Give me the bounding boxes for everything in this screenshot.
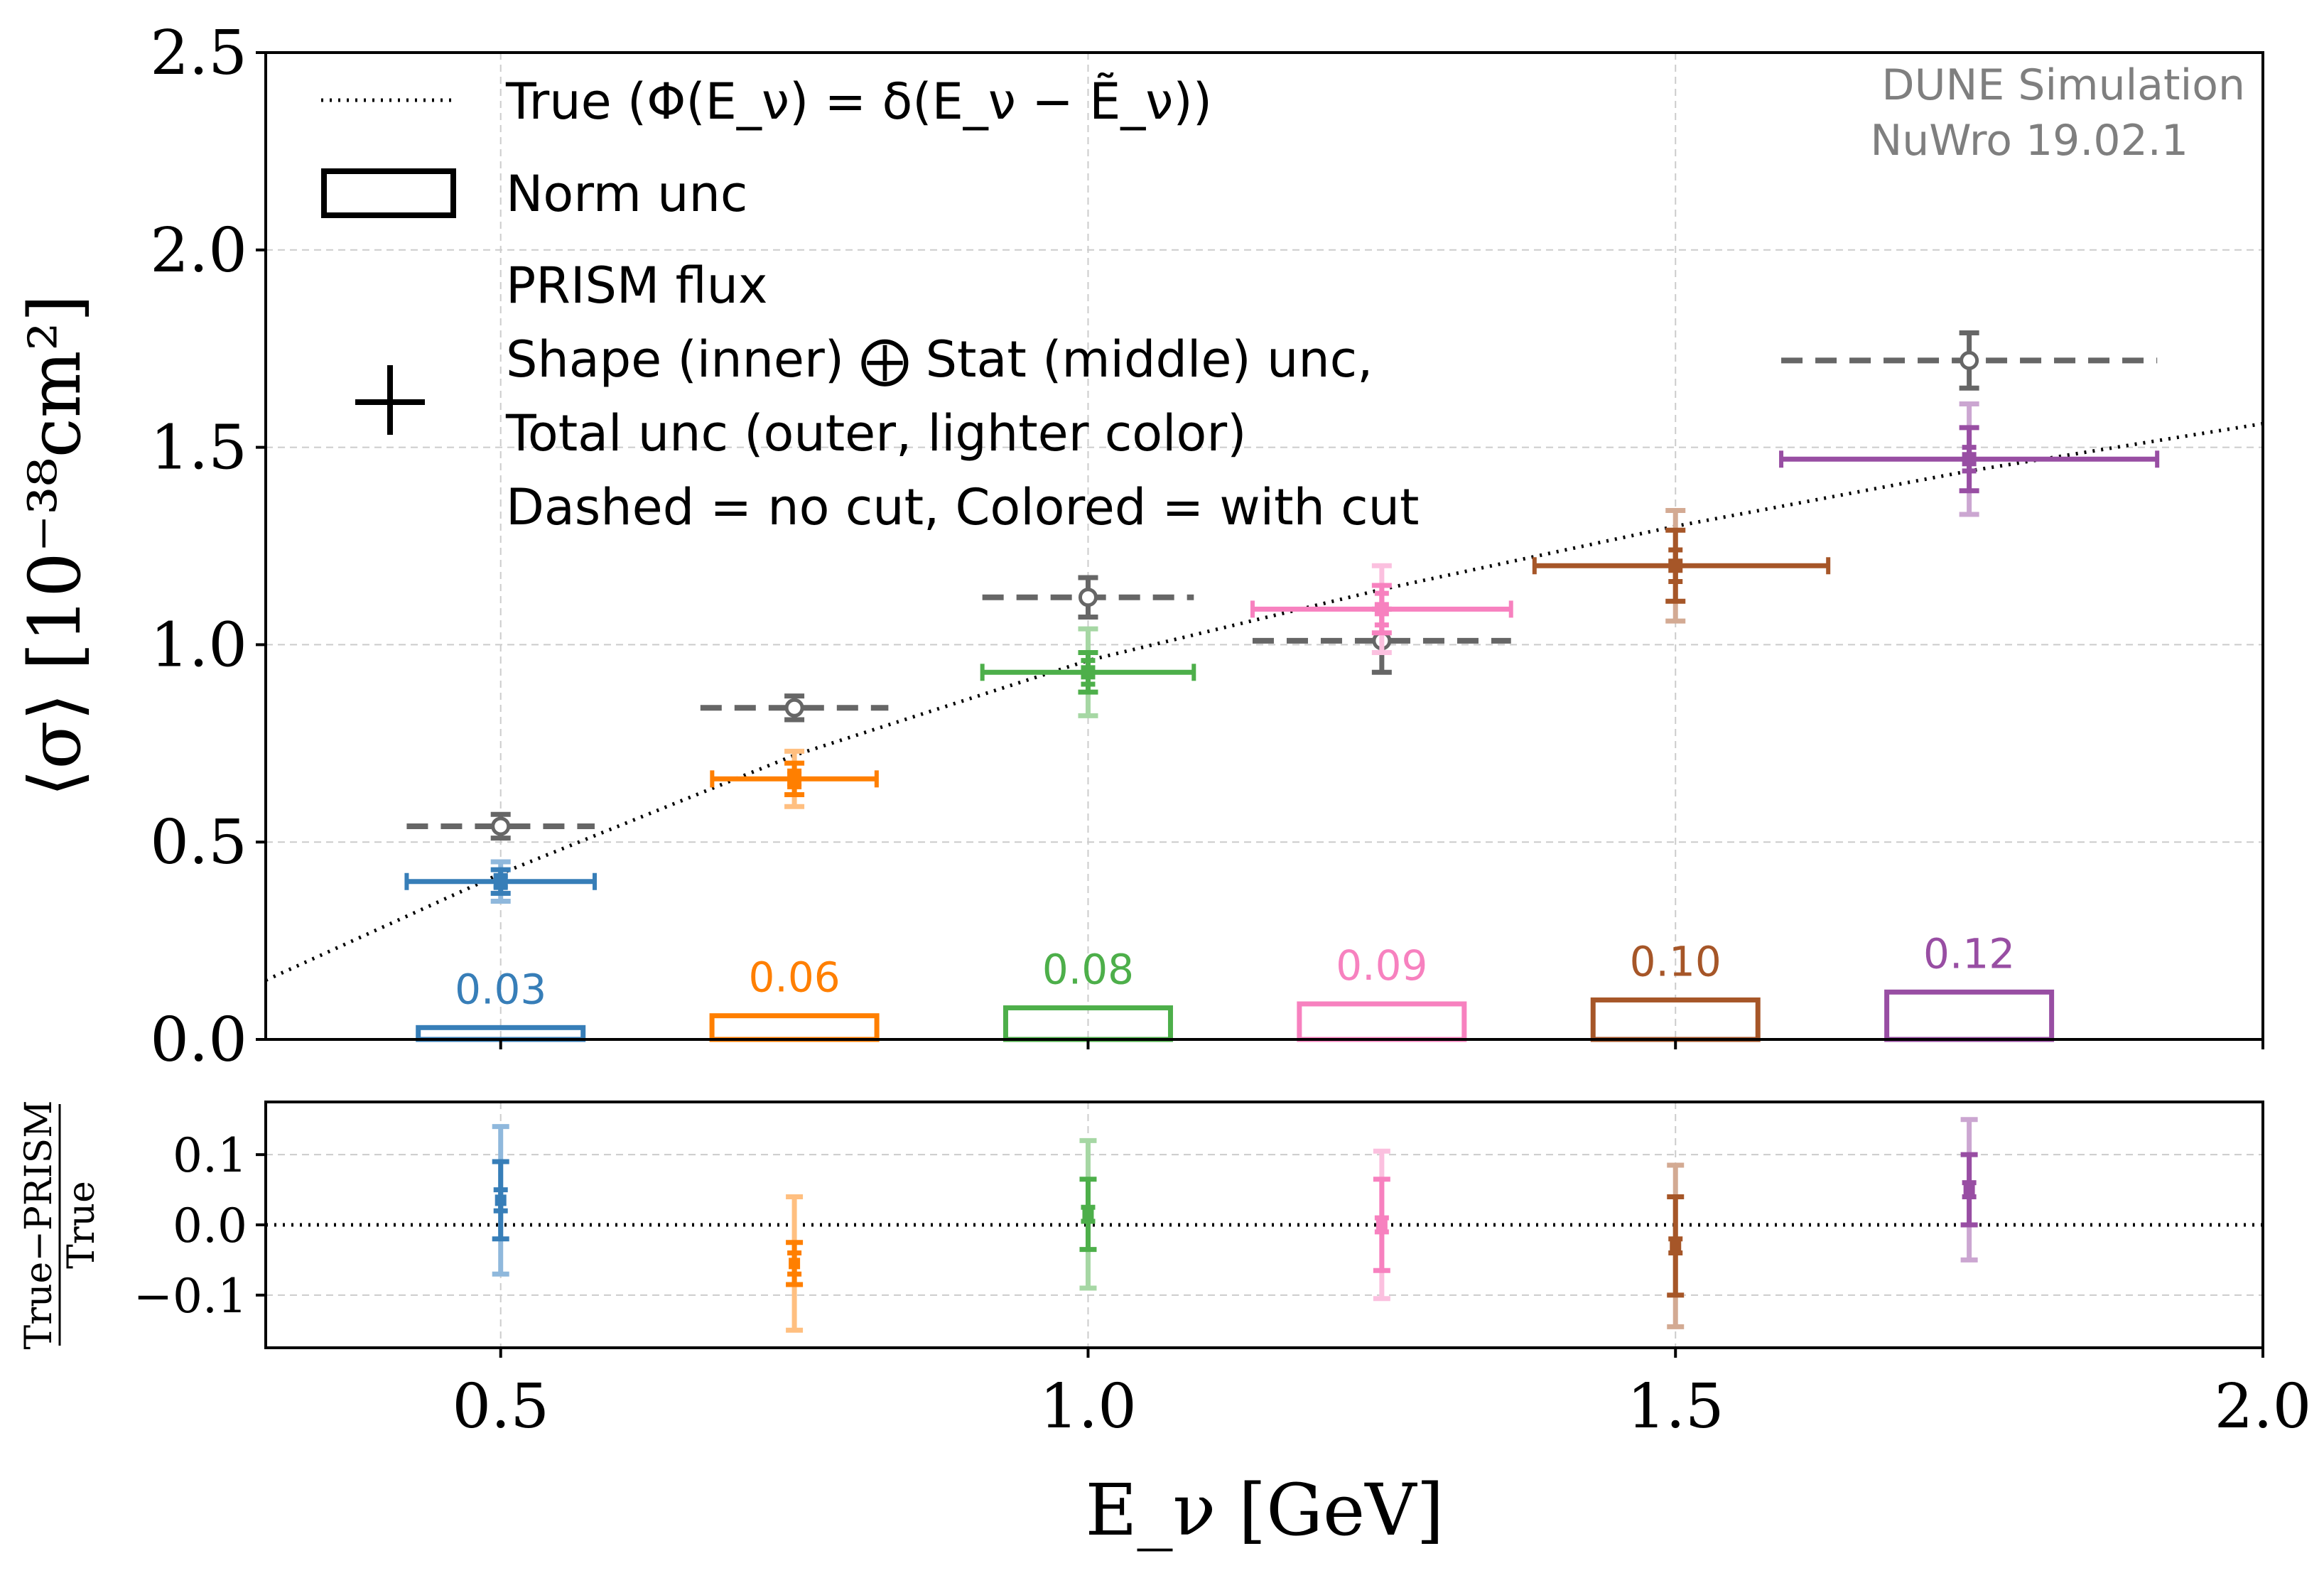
no-cut-point: [1078, 588, 1098, 607]
ratio-point: [1963, 1184, 1975, 1196]
cut-point: [1374, 602, 1389, 617]
ratio-y-label-numerator: True−PRISM: [18, 1101, 60, 1350]
legend-prism-label-1: PRISM flux: [506, 256, 767, 315]
ratio-point: [1082, 1209, 1094, 1221]
x-tick-label: 1.5: [1627, 1371, 1724, 1442]
ratio-point: [1376, 1219, 1388, 1231]
no-cut-point: [491, 816, 511, 836]
legend-prism-label-3: Total unc (outer, lighter color): [505, 404, 1246, 463]
main-series: 0.03 0.06 0.08 0.09 0.10 0.12: [264, 330, 2264, 1042]
norm-unc-label: 0.03: [455, 965, 546, 1013]
norm-unc-label: 0.12: [1923, 929, 2015, 978]
ratio-point: [789, 1258, 801, 1270]
ratio-series: [266, 1117, 2263, 1333]
no-cut-point: [784, 698, 804, 718]
ratio-point: [494, 1194, 507, 1206]
ratio-y-label-denominator: True: [60, 1181, 103, 1269]
norm-unc-box: [1884, 989, 2055, 1042]
main-y-tick-label: 2.5: [150, 18, 247, 89]
x-tick-label: 2.0: [2215, 1371, 2312, 1442]
norm-unc-label: 0.06: [749, 953, 841, 1002]
x-tick-label: 1.0: [1039, 1371, 1137, 1442]
legend-prism-label-4: Dashed = no cut, Colored = with cut: [506, 478, 1419, 536]
ratio-plot-frame: [264, 1101, 2264, 1349]
cut-point: [1081, 665, 1096, 680]
main-y-tick-label: 1.0: [150, 610, 247, 681]
main-y-tick-label: 0.5: [150, 807, 247, 878]
legend-norm-label: Norm unc: [506, 165, 747, 223]
y-axis-label: ⟨σ⟩ [10⁻³⁸cm²]: [13, 294, 97, 796]
norm-unc-label: 0.10: [1630, 937, 1722, 985]
norm-unc-label: 0.08: [1042, 946, 1134, 994]
ratio-y-tick-label: 0.0: [173, 1199, 247, 1253]
norm-unc-label: 0.09: [1336, 941, 1427, 990]
main-y-tick-label: 1.5: [150, 413, 247, 484]
ratio-y-ticks: −0.1 0.0 0.1: [134, 1128, 266, 1324]
legend-true-label: True (Φ(E_ν) = δ(E_ν − Ẽ_ν)): [505, 72, 1212, 131]
x-ticks: 0.5 1.0 1.5 2.0: [452, 1039, 2311, 1442]
cut-point: [1962, 452, 1977, 467]
ratio-y-label: True−PRISM True: [18, 1101, 103, 1350]
no-cut-point: [1960, 350, 1979, 370]
legend-norm-swatch: [321, 168, 456, 218]
legend: True (Φ(E_ν) = δ(E_ν − Ẽ_ν)) Norm unc PR…: [321, 72, 1419, 536]
watermark-line-1: DUNE Simulation: [1881, 60, 2245, 110]
norm-unc-box: [709, 1013, 880, 1042]
cut-point: [1668, 558, 1683, 573]
watermark-line-2: NuWro 19.02.1: [1870, 116, 2188, 166]
cut-point: [493, 874, 508, 889]
x-axis-label: E_ν [GeV]: [1086, 1469, 1444, 1552]
main-y-ticks: 0.0 0.5 1.0 1.5 2.0 2.5: [150, 18, 266, 1076]
ratio-y-tick-label: −0.1: [134, 1269, 247, 1324]
main-y-tick-label: 2.0: [150, 215, 247, 286]
main-plot-frame: [264, 51, 2264, 1041]
main-y-tick-label: 0.0: [150, 1005, 247, 1076]
ratio-y-tick-label: 0.1: [173, 1128, 247, 1183]
cut-point: [787, 772, 802, 786]
norm-unc-box: [1297, 1001, 1467, 1042]
x-tick-label: 0.5: [452, 1371, 549, 1442]
ratio-point: [1670, 1240, 1682, 1252]
legend-prism-label-2: Shape (inner) ⨁ Stat (middle) unc,: [506, 330, 1373, 389]
